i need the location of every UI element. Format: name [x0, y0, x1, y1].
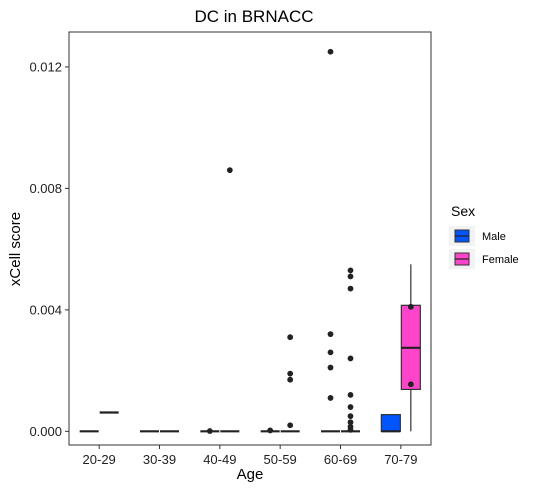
box-male-50-59: [260, 427, 280, 434]
outlier-point: [327, 331, 334, 338]
outlier-point: [287, 370, 294, 377]
outlier-point: [347, 426, 354, 433]
outlier-point: [287, 376, 294, 383]
outlier-point: [407, 303, 414, 310]
y-axis-label: xCell score: [7, 212, 24, 286]
outlier-point: [287, 334, 294, 341]
box-female-50-59: [280, 334, 300, 433]
box-female-60-69: [341, 267, 360, 433]
x-tick-label: 50-59: [264, 452, 297, 467]
outlier-point: [267, 427, 274, 434]
outlier-point: [226, 167, 233, 174]
outlier-point: [347, 404, 354, 410]
x-tick-label: 30-39: [143, 452, 176, 467]
y-tick-label: 0.008: [29, 181, 62, 196]
legend-label-male: Male: [482, 231, 506, 243]
y-tick-label: 0.000: [29, 424, 62, 439]
plot-panel: [68, 31, 432, 446]
outlier-point: [327, 395, 334, 401]
chart-title: DC in BRNACC: [194, 7, 313, 26]
x-axis: 20-29 30-39 40-49 50-59 60-69 70-79: [83, 445, 417, 467]
box-female-70-79: [400, 264, 421, 432]
box-male-40-49: [200, 428, 220, 434]
x-axis-label: Age: [237, 466, 264, 483]
marks-layer: [79, 48, 421, 434]
y-tick-label: 0.012: [29, 59, 62, 74]
box-male-70-79: [380, 414, 401, 433]
outlier-point: [347, 419, 354, 426]
outlier-point: [327, 364, 334, 371]
legend-label-female: Female: [482, 254, 519, 266]
outlier-point: [327, 349, 334, 356]
y-axis: 0.000 0.004 0.008 0.012: [29, 59, 69, 439]
box-female-40-49: [220, 167, 240, 433]
outlier-point: [327, 48, 334, 55]
outlier-point: [347, 355, 354, 362]
outlier-point: [206, 428, 213, 434]
x-tick-label: 70-79: [384, 452, 417, 467]
outlier-point: [347, 273, 354, 280]
legend-title: Sex: [451, 203, 475, 219]
outlier-point: [407, 381, 414, 388]
x-tick-label: 60-69: [324, 452, 357, 467]
x-tick-label: 40-49: [203, 452, 236, 467]
y-tick-label: 0.004: [29, 302, 62, 317]
box-male-60-69: [321, 48, 340, 433]
box-body: [380, 414, 401, 432]
x-tick-label: 20-29: [83, 452, 116, 467]
outlier-point: [347, 413, 354, 420]
outlier-point: [287, 422, 294, 429]
legend: Sex Male Female: [449, 203, 519, 269]
outlier-point: [347, 285, 354, 292]
outlier-point: [347, 391, 354, 398]
outlier-point: [347, 267, 354, 274]
